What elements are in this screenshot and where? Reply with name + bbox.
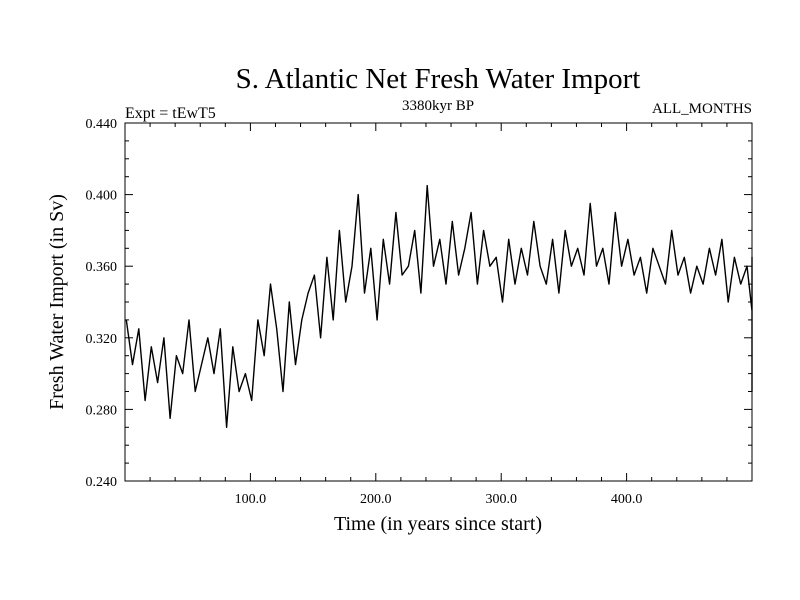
x-ticks: 100.0 200.0 300.0 400.0 — [149, 123, 728, 507]
y-tick-label: 0.400 — [86, 189, 118, 204]
y-tick-label: 0.360 — [86, 260, 118, 275]
y-tick-label: 0.280 — [86, 403, 118, 418]
x-axis-label: Time (in years since start) — [334, 513, 542, 535]
x-tick-label: 100.0 — [235, 492, 267, 507]
chart-title: S. Atlantic Net Fresh Water Import — [236, 63, 641, 95]
series-group — [125, 184, 753, 428]
x-tick-label: 400.0 — [611, 492, 643, 507]
y-axis-label: Fresh Water Import (in Sv) — [46, 194, 68, 410]
subtitle-months: ALL_MONTHS — [652, 101, 752, 117]
subtitle-expt: Expt = tEwT5 — [125, 105, 216, 122]
x-tick-label: 300.0 — [485, 492, 517, 507]
y-tick-label: 0.440 — [86, 117, 118, 132]
plot-frame — [124, 122, 753, 482]
y-tick-label: 0.320 — [86, 332, 118, 347]
y-ticks: 0.240 0.280 0.320 0.360 0.400 0.440 — [86, 117, 752, 490]
subtitle-period: 3380kyr BP — [402, 98, 474, 114]
x-tick-label: 200.0 — [360, 492, 392, 507]
series-line-0 — [125, 184, 753, 428]
plot-area: 100.0 200.0 300.0 400.0 0.240 0.280 0.320 0.36… — [86, 117, 753, 507]
y-tick-label: 0.240 — [86, 475, 118, 490]
